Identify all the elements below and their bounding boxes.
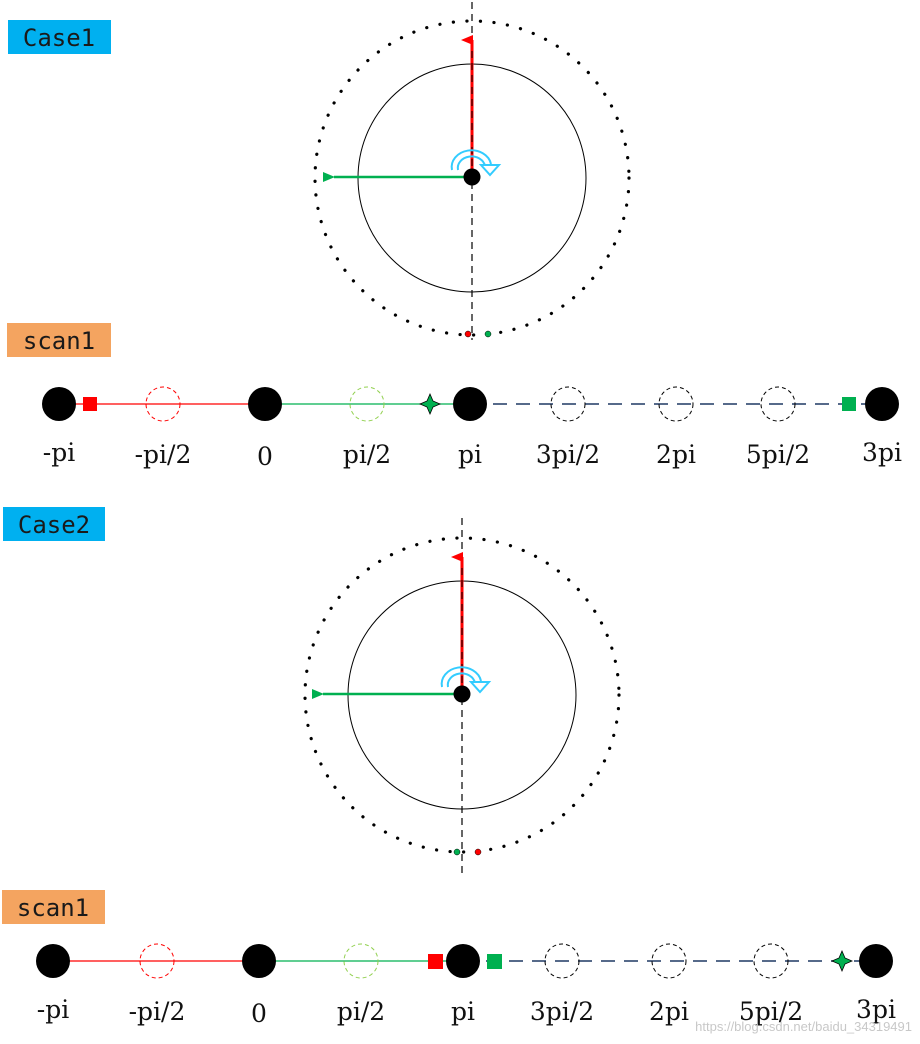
case2-node-zero [242,944,276,978]
case2-green-point [453,848,461,856]
case2-center-dot [453,685,471,703]
case1-node-5half-pi [760,386,796,422]
case1-rotation-icon [450,149,502,177]
case1-node-half-pi [349,386,385,422]
case1-tick-label: 5pi/2 [746,440,810,469]
case2-scan-badge-bg [2,890,105,924]
case2-tick-label: 3pi/2 [530,997,594,1026]
case1-tick-label: 2pi [656,440,696,469]
case2-red-square-marker [428,954,443,969]
case2-tick-label: -pi/2 [129,997,186,1026]
case1-green-point [484,330,492,338]
case2-rotation-icon [440,666,492,694]
case1-red-point [464,330,472,338]
case1-green-star-marker [418,392,442,416]
case2-badge-bg [3,507,105,541]
case1-node-3half-pi [550,386,586,422]
case2-green-star-marker [830,949,854,973]
case1-green-square-marker [842,397,856,411]
case1-node-3pi [865,387,899,421]
case1-tick-label: 3pi [862,438,902,467]
case2-node-pi [446,944,480,978]
case1-node-pi [453,387,487,421]
case1-scan-badge: scan1 [23,327,95,355]
case2-node-2pi [651,943,687,979]
case1-tick-label: 0 [257,442,273,471]
case2-node-3half-pi [544,943,580,979]
case2-red-point [474,848,482,856]
case2-tick-label: 5pi/2 [739,997,803,1026]
case2-tick-label: 3pi [856,995,896,1024]
case2-tick-label: pi/2 [337,997,385,1026]
case2-badge: Case2 [18,511,90,539]
case1-node-neg-half-pi [145,386,181,422]
case1-tick-label: 3pi/2 [536,440,600,469]
case1-badge-bg [8,20,111,54]
watermark: https://blog.csdn.net/baidu_34319491 [695,1019,912,1034]
case2-scan-badge: scan1 [17,894,89,922]
case1-badge: Case1 [23,24,95,52]
case2-node-neg-half-pi [139,943,175,979]
case1-scan-badge-bg [7,323,111,357]
case1-dotted-orbit [313,19,631,337]
case1-tick-label: -pi [43,438,75,467]
case1-red-square-marker [83,397,97,411]
case2-tick-label: 0 [251,999,267,1028]
case1-node-2pi [658,386,694,422]
case2-node-neg-pi [36,944,70,978]
case1-tick-label: -pi/2 [135,440,192,469]
case2-group: Case2 scan1 -pi -pi/2 [2,507,896,1028]
case1-tick-label: pi [458,440,482,469]
case1-center-dot [463,168,481,186]
case2-tick-label: -pi [37,995,69,1024]
case1-group: Case1 scan1 [7,2,902,471]
case2-green-square-marker [487,954,502,969]
case2-node-half-pi [343,943,379,979]
case2-node-5half-pi [753,943,789,979]
case2-tick-label: pi [451,997,475,1026]
case2-node-3pi [859,944,893,978]
case1-node-zero [248,387,282,421]
case1-tick-label: pi/2 [343,440,391,469]
case2-tick-label: 2pi [649,997,689,1026]
case1-node-neg-pi [42,387,76,421]
case2-dotted-orbit [303,536,621,854]
